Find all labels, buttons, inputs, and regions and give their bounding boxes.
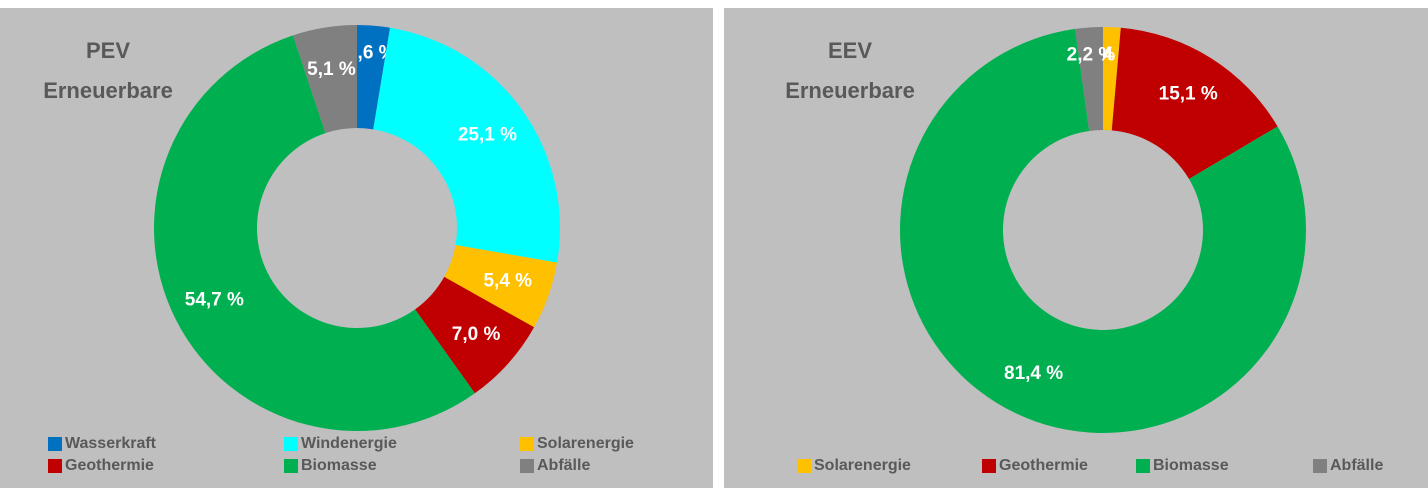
legend-label: Geothermie	[999, 457, 1088, 474]
data-label: 81,4 %	[1004, 363, 1063, 384]
legend-swatch	[48, 437, 62, 451]
donut-slice	[357, 25, 391, 130]
donut-slice	[373, 27, 560, 263]
legend-swatch	[520, 459, 534, 473]
data-label: 5,4 %	[483, 271, 532, 292]
legend-swatch	[284, 437, 298, 451]
legend-label: Biomasse	[1153, 457, 1229, 474]
data-label: 54,7 %	[185, 289, 244, 310]
legend-label: Solarenergie	[814, 457, 911, 474]
donut-slice	[415, 276, 535, 394]
donut-slice	[1103, 27, 1121, 131]
legend-swatch	[1313, 459, 1327, 473]
donut-slice	[292, 25, 357, 134]
chart-title: PEV	[86, 38, 130, 63]
legend-label: Wasserkraft	[65, 435, 157, 452]
legend-swatch	[982, 459, 996, 473]
legend-label: Biomasse	[301, 457, 377, 474]
legend-swatch	[284, 459, 298, 473]
legend-swatch	[1136, 459, 1150, 473]
legend-label: Abfälle	[537, 457, 590, 474]
data-label: 15,1 %	[1159, 84, 1218, 105]
data-label: 5,1 %	[307, 59, 356, 80]
chart-title: Erneuerbare	[785, 78, 915, 103]
legend-label: Abfälle	[1330, 457, 1383, 474]
data-label: 7,0 %	[452, 324, 501, 345]
data-label: 2,6 %	[347, 43, 396, 64]
legend-label: Geothermie	[65, 457, 154, 474]
donut-slice	[154, 35, 475, 431]
legend-label: Windenergie	[301, 435, 397, 452]
legend-swatch	[797, 459, 811, 473]
legend-label: Solarenergie	[537, 435, 634, 452]
donut-slice	[1075, 27, 1103, 131]
donut-slice	[1111, 27, 1278, 180]
donut-slice	[900, 28, 1306, 434]
data-label: 2,2 %	[1067, 44, 1116, 65]
legend-swatch	[48, 459, 62, 473]
donut-slice	[444, 245, 558, 328]
chart-title: EEV	[828, 38, 872, 63]
legend-swatch	[520, 437, 534, 451]
data-label: 25,1 %	[458, 124, 517, 145]
chart-title: Erneuerbare	[43, 78, 173, 103]
